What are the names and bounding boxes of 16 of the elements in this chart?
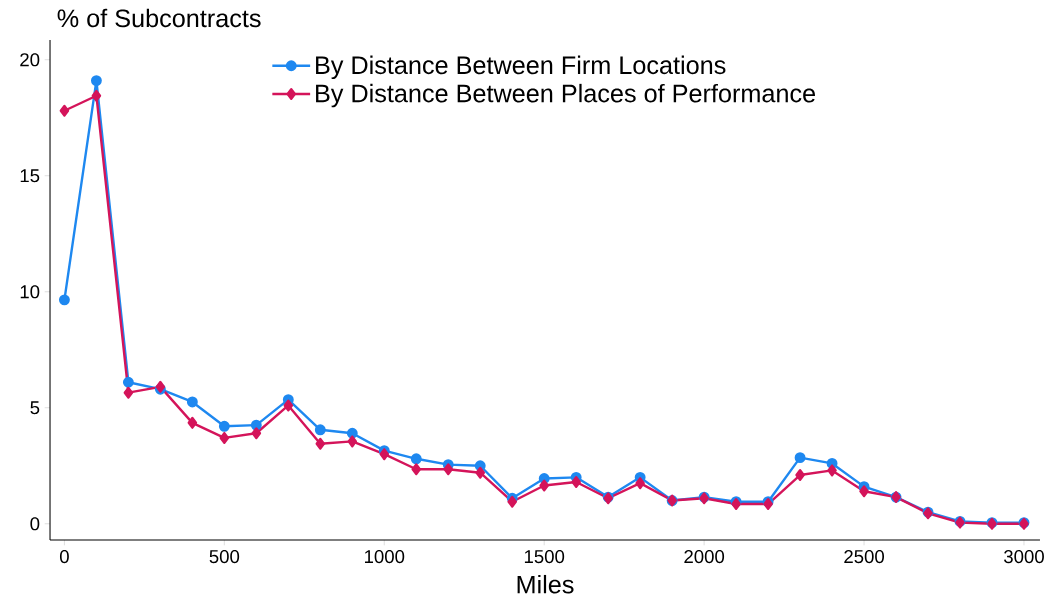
y-tick-label: 5 xyxy=(30,401,40,415)
y-tick-label: 0 xyxy=(30,517,40,531)
y-tick-label: 15 xyxy=(20,169,40,183)
y-tick-label: 10 xyxy=(20,285,40,299)
x-tick-label: 3000 xyxy=(1004,549,1044,564)
x-tick-label: 0 xyxy=(59,549,69,564)
x-tick-label: 1500 xyxy=(524,549,565,564)
y-axis-title: % of Subcontracts xyxy=(57,8,261,28)
x-axis-title: Miles xyxy=(517,574,574,594)
x-tick-label: 500 xyxy=(209,549,240,564)
y-tick-label: 20 xyxy=(20,53,40,67)
x-tick-label: 2500 xyxy=(844,549,885,564)
x-tick-label: 2000 xyxy=(684,549,725,564)
legend-label: By Distance Between Places of Performance xyxy=(316,83,816,108)
x-tick-label: 1000 xyxy=(365,549,405,564)
legend-label: By Distance Between Firm Locations xyxy=(316,55,726,80)
